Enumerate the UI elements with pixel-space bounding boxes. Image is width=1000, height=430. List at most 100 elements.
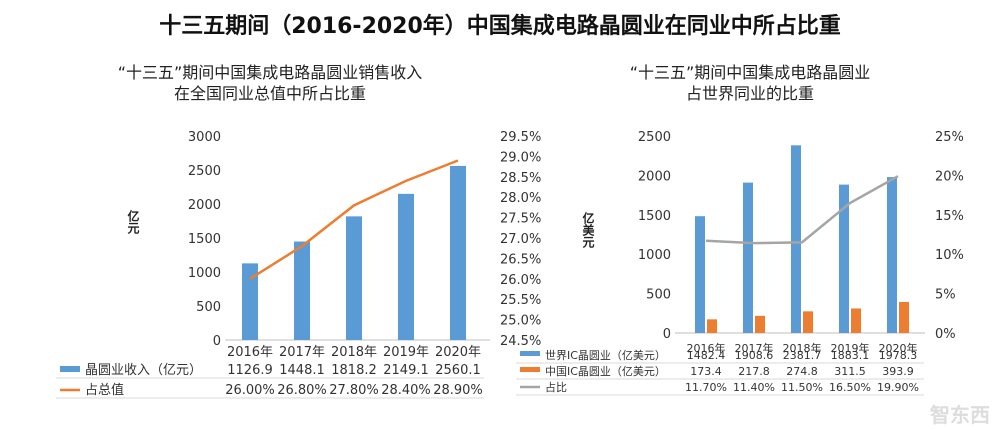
c1-bar-0-2 (791, 145, 801, 333)
c1-y2-tick: 0% (935, 327, 956, 342)
c0-table-cell: 28.40% (381, 383, 431, 398)
c0-y2-tick: 29.5% (500, 130, 541, 145)
c1-y-tick: 0 (663, 327, 671, 342)
c0-y2-tick: 26.0% (500, 273, 541, 288)
c1-legend-swatch (520, 351, 540, 356)
c0-y2-tick: 26.5% (500, 252, 541, 267)
c1-bar-0-1 (743, 182, 753, 333)
c0-bar-0-1 (294, 241, 310, 340)
c1-table-cell: 16.50% (829, 381, 871, 394)
c0-table-year: 2020年 (435, 345, 481, 360)
c1-table-cell: 274.8 (786, 365, 818, 378)
c0-y-tick: 1000 (188, 266, 221, 281)
c0-table-cell: 28.90% (433, 383, 483, 398)
c1-y2-tick: 25% (935, 130, 964, 145)
c0-table-cell: 2560.1 (435, 363, 481, 378)
c1-table-year: 2016年 (687, 341, 726, 355)
c0-y-tick: 0 (213, 334, 221, 349)
c1-table-cell: 311.5 (834, 365, 866, 378)
c0-bar-0-3 (398, 193, 414, 340)
c1-y-tick: 2000 (638, 169, 671, 184)
right-title-line-1: “十三五”期间中国集成电路晶圆业 (629, 63, 871, 82)
c1-table-cell: 1978.3 (879, 349, 918, 362)
c1-table-cell: 173.4 (690, 365, 722, 378)
left-title-line-1: “十三五”期间中国集成电路晶圆业销售收入 (117, 63, 423, 82)
c0-bar-0-4 (450, 165, 466, 340)
c1-bar-1-0 (707, 319, 717, 333)
c0-table-year: 2018年 (331, 345, 377, 360)
c1-y-tick: 1500 (638, 209, 671, 224)
c1-table-cell: 1908.6 (735, 349, 774, 362)
c0-legend-swatch (60, 366, 80, 372)
c1-bar-1-4 (899, 301, 909, 333)
c0-table-year: 2017年 (279, 345, 325, 360)
c0-bar-0-2 (346, 216, 362, 340)
c0-y-tick: 2500 (188, 164, 221, 179)
c0-table-year: 2019年 (383, 345, 429, 360)
c1-bar-1-3 (851, 308, 861, 333)
c1-bar-1-1 (755, 315, 765, 333)
c1-bar-0-0 (695, 216, 705, 333)
c1-table-cell: 11.40% (733, 381, 775, 394)
c0-y2-tick: 25.5% (500, 293, 541, 308)
c0-y-axis-label: 亿元 (126, 209, 140, 235)
c0-table-year: 2016年 (227, 345, 273, 360)
c1-bar-1-2 (803, 311, 813, 333)
c0-y-tick: 2000 (188, 198, 221, 213)
c0-line-series (249, 159, 459, 280)
c0-y-tick: 500 (196, 300, 221, 315)
c1-legend-label: 占比 (545, 380, 567, 394)
c1-bar-0-4 (887, 177, 897, 333)
c1-table-cell: 1482.4 (687, 349, 726, 362)
c1-table-cell: 1883.1 (831, 349, 870, 362)
left-title-line-2: 在全国同业总值中所占比重 (173, 84, 366, 103)
c1-y-tick: 1000 (638, 248, 671, 263)
c1-table-cell: 11.70% (685, 381, 727, 394)
c0-legend-label: 晶圆业收入（亿元） (85, 363, 202, 378)
c0-y2-tick: 24.5% (500, 334, 541, 349)
watermark-logo: 智东西 (930, 403, 990, 427)
c0-y2-tick: 25.0% (500, 314, 541, 329)
c0-y-tick: 1500 (188, 232, 221, 247)
c1-y2-tick: 5% (935, 288, 956, 303)
c0-table-cell: 27.80% (329, 383, 379, 398)
c0-bar-0-0 (242, 263, 258, 340)
c0-table-cell: 26.80% (277, 383, 327, 398)
c1-bar-0-3 (839, 184, 849, 333)
right-title-line-2: 占世界同业的比重 (685, 84, 814, 103)
c0-y2-tick: 27.5% (500, 212, 541, 227)
c1-y2-tick: 15% (935, 209, 964, 224)
c1-y-tick: 500 (646, 288, 671, 303)
c0-y-tick: 3000 (188, 130, 221, 145)
c1-legend-label: 世界IC晶圆业（亿美元） (545, 349, 666, 362)
c0-y2-tick: 27.0% (500, 232, 541, 247)
c1-table-year: 2017年 (735, 341, 774, 355)
c0-table-cell: 1818.2 (331, 363, 377, 378)
c1-table-cell: 11.50% (781, 381, 823, 394)
c1-y2-tick: 20% (935, 169, 964, 184)
c1-line-series (705, 175, 899, 245)
right-chart-title: “十三五”期间中国集成电路晶圆业 占世界同业的比重 (540, 62, 960, 104)
c0-y2-tick: 28.0% (500, 191, 541, 206)
c0-y2-tick: 29.0% (500, 150, 541, 165)
c1-y-tick: 2500 (638, 130, 671, 145)
c1-y2-tick: 10% (935, 248, 964, 263)
c1-table-cell: 19.90% (877, 381, 919, 394)
c1-legend-swatch (520, 367, 540, 372)
c1-legend-label: 中国IC晶圆业（亿美元） (545, 365, 666, 378)
c0-table-cell: 2149.1 (383, 363, 429, 378)
page-title: 十三五期间（2016-2020年）中国集成电路晶圆业在同业中所占比重 (159, 14, 841, 39)
c0-y2-tick: 28.5% (500, 171, 541, 186)
c1-y-axis-label: 亿美元 (581, 211, 595, 249)
c1-table-cell: 217.8 (738, 365, 770, 378)
c0-legend-label: 占总值 (85, 382, 124, 398)
c1-table-cell: 393.9 (882, 365, 914, 378)
c1-table-cell: 2381.7 (783, 349, 822, 362)
left-chart-title: “十三五”期间中国集成电路晶圆业销售收入 在全国同业总值中所占比重 (60, 62, 480, 104)
c1-table-year: 2018年 (783, 341, 822, 355)
c0-table-cell: 1126.9 (227, 363, 273, 378)
c1-table-year: 2020年 (879, 341, 918, 355)
c1-table-year: 2019年 (831, 341, 870, 355)
c0-table-cell: 26.00% (225, 383, 275, 398)
